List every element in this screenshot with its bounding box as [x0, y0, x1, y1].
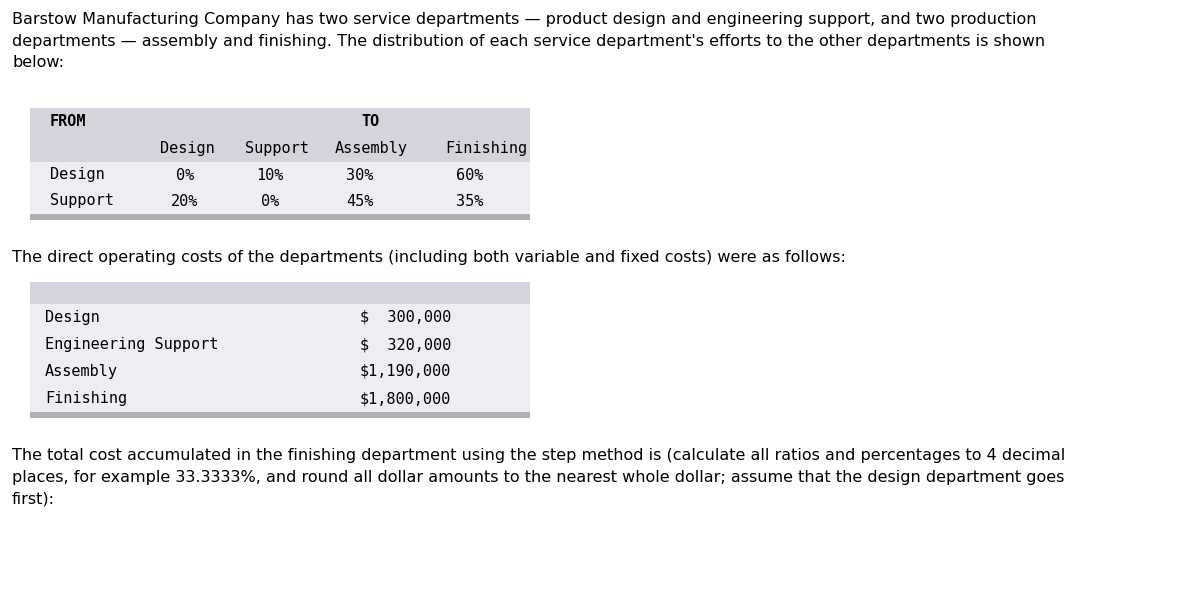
Text: The total cost accumulated in the finishing department using the step method is : The total cost accumulated in the finish… [12, 448, 1066, 506]
Bar [30, 282, 530, 304]
Text: Assembly: Assembly [46, 364, 118, 379]
Text: Support: Support [245, 142, 308, 156]
Text: Design: Design [50, 167, 104, 183]
Bar [30, 358, 530, 385]
Bar [30, 214, 530, 220]
Text: 45%: 45% [347, 194, 373, 208]
Text: Barstow Manufacturing Company has two service departments — product design and e: Barstow Manufacturing Company has two se… [12, 12, 1045, 70]
Text: 0%: 0% [176, 167, 194, 183]
Bar [30, 304, 530, 331]
Text: 35%: 35% [456, 194, 484, 208]
Bar [30, 162, 530, 188]
Bar [30, 385, 530, 412]
Bar [30, 108, 530, 220]
Text: Support: Support [50, 194, 114, 208]
Text: Assembly: Assembly [335, 142, 408, 156]
Text: FROM: FROM [50, 114, 86, 130]
Text: 10%: 10% [257, 167, 283, 183]
Bar [30, 282, 530, 418]
Bar [30, 331, 530, 358]
Bar [30, 188, 530, 214]
Text: TO: TO [361, 114, 379, 130]
Text: The direct operating costs of the departments (including both variable and fixed: The direct operating costs of the depart… [12, 250, 846, 265]
Bar [30, 412, 530, 418]
Text: Design: Design [46, 310, 100, 325]
Text: Engineering Support: Engineering Support [46, 337, 218, 352]
Text: $1,190,000: $1,190,000 [360, 364, 451, 379]
Text: $  300,000: $ 300,000 [360, 310, 451, 325]
Text: Design: Design [160, 142, 215, 156]
Bar [30, 108, 530, 136]
Text: $1,800,000: $1,800,000 [360, 391, 451, 406]
Text: 60%: 60% [456, 167, 484, 183]
Text: 30%: 30% [347, 167, 373, 183]
Text: 20%: 20% [172, 194, 199, 208]
Bar [30, 136, 530, 162]
Text: $  320,000: $ 320,000 [360, 337, 451, 352]
Text: Finishing: Finishing [445, 142, 527, 156]
Text: Finishing: Finishing [46, 391, 127, 406]
Text: 0%: 0% [260, 194, 280, 208]
